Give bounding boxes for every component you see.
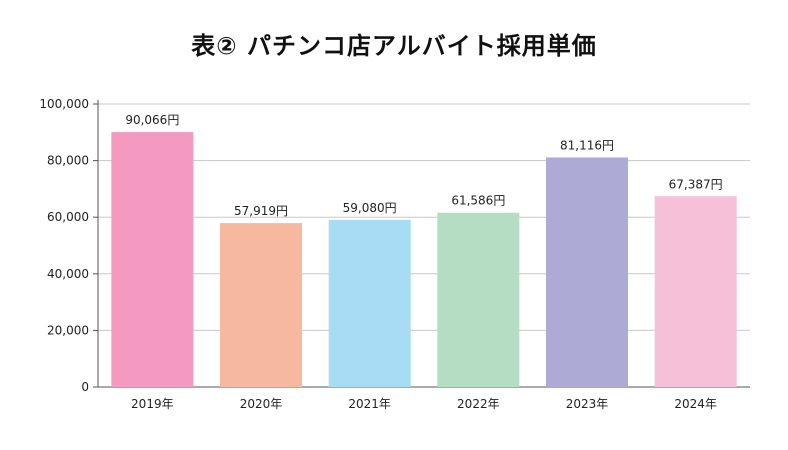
x-tick-label: 2020年 (240, 397, 283, 411)
x-tick-label: 2024年 (674, 397, 717, 411)
x-tick-label: 2022年 (457, 397, 500, 411)
y-tick-label: 100,000 (39, 97, 89, 111)
x-tick-label: 2021年 (348, 397, 391, 411)
data-label: 59,080円 (343, 201, 397, 215)
bars (111, 132, 737, 387)
bar (437, 212, 520, 387)
bar (111, 132, 194, 387)
y-tick-label: 80,000 (47, 154, 89, 168)
data-label: 67,387円 (669, 177, 723, 191)
data-label: 57,919円 (234, 204, 288, 218)
chart-title: 表② パチンコ店アルバイト採用単価 (191, 32, 597, 60)
bar (546, 157, 628, 387)
data-label: 81,116円 (560, 138, 614, 152)
x-axis-ticks: 2019年 2020年 2021年 2022年 2023年 2024年 (131, 397, 717, 411)
data-labels: 90,066円 57,919円 59,080円 61,586円 81,116円 67,38… (125, 113, 722, 218)
y-tick-label: 60,000 (47, 210, 89, 224)
y-tick-label: 20,000 (47, 323, 89, 337)
x-tick-label: 2023年 (566, 397, 609, 411)
data-label: 90,066円 (125, 113, 179, 127)
y-axis-ticks: 0 20,000 40,000 60,000 80,000 100,000 (39, 97, 98, 394)
y-tick-label: 40,000 (47, 267, 89, 281)
data-label: 61,586円 (451, 194, 505, 208)
x-tick-label: 2019年 (131, 397, 174, 411)
y-tick-label: 0 (81, 380, 89, 394)
bar (328, 219, 411, 387)
bar (220, 223, 302, 387)
bar (654, 196, 737, 387)
gridlines (98, 103, 750, 331)
